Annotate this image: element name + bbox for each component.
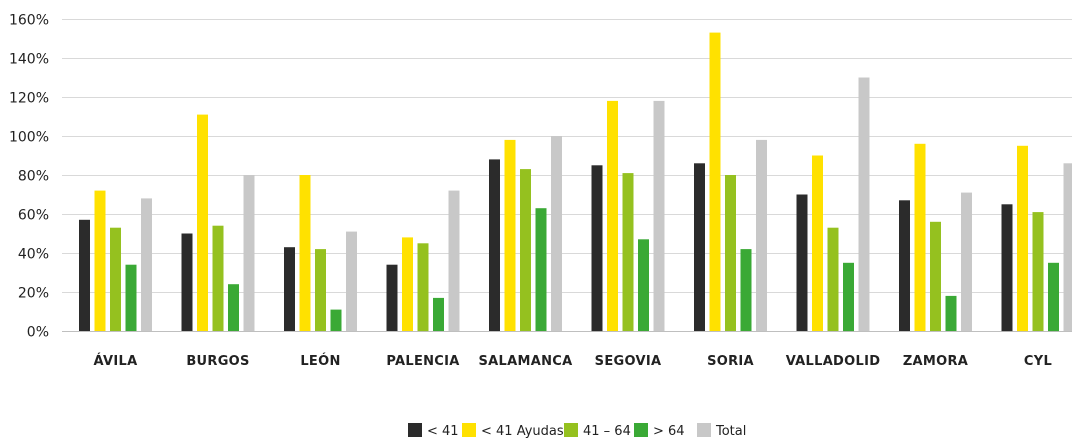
y-tick-label: 140% <box>9 52 49 68</box>
bar-41-64-1 <box>212 225 224 331</box>
bar-41-ayudas-1 <box>197 114 208 331</box>
bar-41-64-4 <box>520 169 531 331</box>
legend-swatch <box>408 423 422 437</box>
bar-64-6 <box>740 249 752 331</box>
bar-41-ayudas-5 <box>607 100 618 332</box>
bar-41-64-7 <box>827 227 839 331</box>
bar-total-5 <box>653 100 665 332</box>
legend-swatch <box>634 423 648 437</box>
bar-64-5 <box>638 239 649 331</box>
legend-label: 41 – 64 <box>583 424 631 438</box>
y-tick-label: 160% <box>9 13 49 29</box>
bar-41-ayudas-4 <box>504 139 516 331</box>
legend-swatch <box>564 423 578 437</box>
bar-64-8 <box>945 295 957 331</box>
legend-label: < 41 <box>427 424 459 438</box>
bar-41-ayudas-9 <box>1017 145 1028 332</box>
legend-label: > 64 <box>653 424 685 438</box>
x-category-label: CYL <box>1024 354 1052 369</box>
y-tick-label: 100% <box>9 130 49 146</box>
bar-64-0 <box>125 264 137 331</box>
bar-41-3 <box>386 264 398 331</box>
y-tick-label: 80% <box>18 169 49 185</box>
bar-total-0 <box>141 198 152 331</box>
bar-41-64-3 <box>417 243 429 332</box>
bar-41-ayudas-2 <box>299 175 311 331</box>
x-category-label: ZAMORA <box>903 354 968 369</box>
bar-41-9 <box>1001 204 1013 332</box>
x-category-label: VALLADOLID <box>786 354 881 369</box>
bar-total-4 <box>551 136 562 331</box>
bar-64-9 <box>1048 262 1059 332</box>
bar-total-8 <box>961 192 972 331</box>
x-category-label: BURGOS <box>186 354 249 369</box>
y-tick-label: 60% <box>18 208 49 224</box>
legend-label: Total <box>715 424 746 438</box>
bar-total-6 <box>756 139 767 331</box>
y-tick-label: 20% <box>18 286 49 302</box>
bar-41-8 <box>899 200 910 331</box>
bar-64-2 <box>330 309 342 331</box>
y-tick-label: 0% <box>27 325 49 341</box>
y-axis-ticks: 0% 20% 40% 60% 80% 100% 120% 140% 160% <box>9 13 49 341</box>
bar-41-64-8 <box>930 221 941 331</box>
bar-total-7 <box>858 77 870 331</box>
y-tick-label: 120% <box>9 91 49 107</box>
x-category-label: SORIA <box>707 354 754 369</box>
bar-41-64-6 <box>725 175 736 331</box>
bar-41-2 <box>284 247 295 331</box>
bar-41-0 <box>79 219 90 331</box>
legend-swatch <box>697 423 711 437</box>
x-category-label: ÁVILA <box>94 353 138 369</box>
bar-41-ayudas-7 <box>812 155 823 331</box>
bar-41-64-9 <box>1032 212 1044 331</box>
bar-64-3 <box>433 297 444 331</box>
bar-64-7 <box>843 262 854 332</box>
x-axis-category-labels: ÁVILA BURGOS LEÓN PALENCIA SALAMANCA SEGOVIA S… <box>94 353 1052 369</box>
bar-41-4 <box>489 159 500 331</box>
bar-total-3 <box>448 190 460 331</box>
bar-41-ayudas-3 <box>402 237 413 331</box>
bars <box>79 32 1072 332</box>
bar-41-ayudas-6 <box>709 32 721 331</box>
bar-41-1 <box>181 233 193 331</box>
legend-swatch <box>462 423 476 437</box>
bar-total-1 <box>243 175 255 331</box>
bar-41-ayudas-8 <box>914 143 926 331</box>
y-tick-label: 40% <box>18 247 49 263</box>
bar-total-2 <box>346 231 357 331</box>
bar-41-64-0 <box>110 227 121 331</box>
bar-41-64-5 <box>622 173 634 331</box>
x-category-label: SALAMANCA <box>479 354 573 369</box>
legend-label: < 41 Ayudas <box>481 424 564 438</box>
x-category-label: PALENCIA <box>386 354 459 369</box>
bar-41-6 <box>694 163 705 331</box>
bar-64-1 <box>228 284 239 331</box>
bar-41-ayudas-0 <box>94 190 106 331</box>
bar-total-9 <box>1063 163 1072 331</box>
bar-41-5 <box>591 165 603 332</box>
bar-64-4 <box>535 208 547 331</box>
bar-41-7 <box>796 194 808 331</box>
legend: < 41 < 41 Ayudas 41 – 64 > 64 Total <box>408 423 746 438</box>
bar-41-64-2 <box>315 249 326 331</box>
x-category-label: SEGOVIA <box>595 354 662 369</box>
x-category-label: LEÓN <box>300 353 340 369</box>
